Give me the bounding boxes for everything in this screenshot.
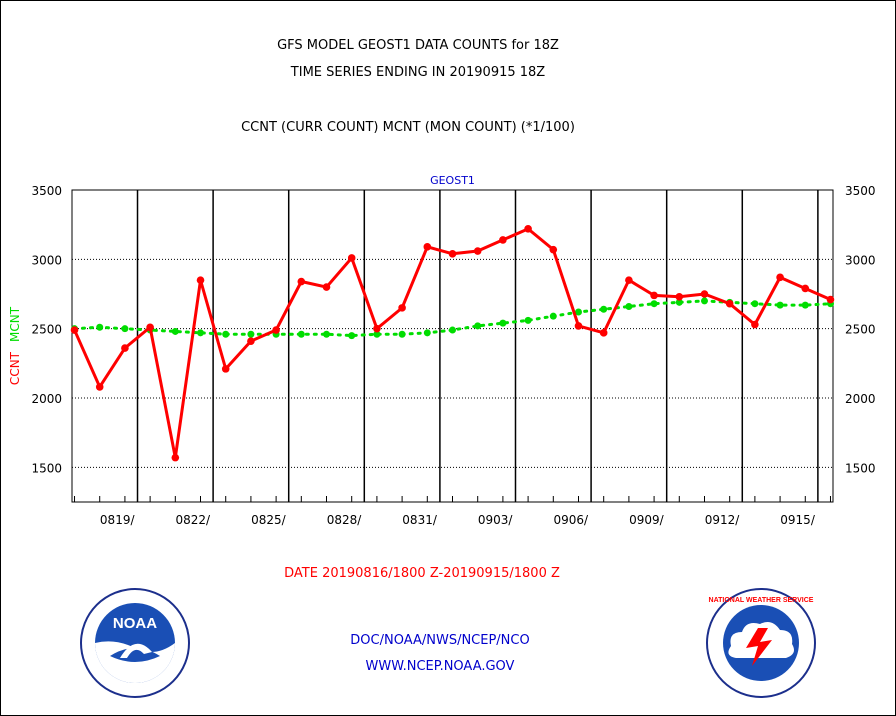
ccnt-point [297,277,306,286]
ccnt-point [700,290,709,298]
y-tick-label-left: 1500 [31,461,62,475]
ccnt-point [272,326,280,334]
mcnt-point [121,325,129,333]
ccnt-point [146,323,154,332]
ccnt-point [221,365,230,373]
ccnt-point [549,245,558,254]
mcnt-point [600,305,608,313]
ccnt-point [499,236,507,244]
y-tick-label-left: 3000 [31,253,62,267]
nws-logo-text: NATIONAL WEATHER SERVICE [709,597,814,604]
x-tick-label: 0825/ [251,513,287,527]
ccnt-point [599,329,608,337]
mcnt-point [499,319,507,327]
mcnt-point [96,323,104,331]
ccnt-point [121,344,129,352]
x-tick-label: 0819/ [100,513,136,527]
ccnt-point [574,322,583,330]
mcnt-point [222,330,230,338]
mcnt-point [297,330,305,338]
ccnt-point [347,254,356,262]
ccnt-point [675,292,684,301]
ccnt-point [725,299,734,308]
noaa-logo-icon: NOAA [80,588,190,698]
mcnt-point [776,301,784,309]
y-tick-label-right: 1500 [845,461,876,475]
x-tick-label: 0831/ [402,513,438,527]
y-axis-label-mcnt: MCNT [8,306,22,342]
ccnt-point [373,324,381,333]
x-tick-label: 0828/ [327,513,363,527]
x-tick-label: 0903/ [478,513,514,527]
x-tick-label: 0822/ [176,513,212,527]
label-layer: 1500 1500 2000 2000 2500 2500 3000 3000 3500 3500… [8,174,876,527]
chart-subtitle: CCNT (CURR COUNT) MCNT (MON COUNT) (*1/1… [241,120,575,135]
y-tick-label-right: 2000 [845,392,876,406]
y-axis-label-ccnt: CCNT [8,351,22,385]
ccnt-point [322,283,331,291]
nws-logo-icon: NATIONAL WEATHER SERVICE [706,588,816,698]
mcnt-point [398,330,406,338]
mcnt-point [323,330,331,338]
mcnt-point [524,316,532,324]
y-tick-label-left: 3500 [31,184,62,198]
plot-frame [71,189,834,503]
mcnt-point [247,330,255,338]
chart-title-line1: GFS MODEL GEOST1 DATA COUNTS for 18Z [277,38,559,53]
mcnt-point [650,300,658,308]
ccnt-point [196,276,205,284]
x-tick-label: 0906/ [553,513,589,527]
y-tick-label-left: 2000 [31,392,62,406]
mcnt-point [348,332,356,340]
noaa-logo-text: NOAA [113,615,157,632]
series-line-ccnt [73,227,832,458]
x-tick-label: 0915/ [780,513,816,527]
ccnt-point [524,225,532,233]
ccnt-point [423,243,432,251]
mcnt-point [574,308,582,316]
mcnt-point [751,300,759,308]
ccnt-point [70,326,79,334]
ccnt-point [751,320,759,329]
x-tick-label: 0912/ [705,513,741,527]
y-axis-label: CCNT MCNT [8,306,22,385]
ccnt-point [776,273,784,282]
series-layer [70,225,835,462]
chart-title-line2: TIME SERIES ENDING IN 20190915 18Z [290,65,546,80]
x-tick-label: 0909/ [629,513,665,527]
mcnt-point [197,329,205,337]
date-range: DATE 20190816/1800 Z-20190915/1800 Z [284,566,560,581]
ccnt-point [826,295,835,304]
ccnt-point [625,276,633,284]
y-tick-label-left: 2500 [31,323,62,337]
mcnt-point [171,327,179,335]
ccnt-point [247,337,255,345]
mcnt-point [801,301,809,309]
mcnt-point [423,329,431,337]
ccnt-point [650,291,658,300]
ccnt-point [95,383,104,391]
mcnt-point [549,312,557,320]
mcnt-point [625,302,633,310]
mcnt-point [474,322,482,330]
ccnt-point [473,247,482,255]
mcnt-point [373,330,381,338]
credit-line1: DOC/NOAA/NWS/NCEP/NCO [350,633,530,648]
ccnt-point [171,453,180,462]
mcnt-point [675,298,683,306]
y-tick-label-right: 2500 [845,323,876,337]
y-tick-label-right: 3500 [845,184,876,198]
y-tick-label-right: 3000 [845,253,876,267]
mcnt-point [449,326,456,334]
plot-title: GEOST1 [430,174,475,187]
ccnt-point [398,304,406,312]
ccnt-point [448,249,457,258]
credit-line2[interactable]: WWW.NCEP.NOAA.GOV [365,659,515,674]
mcnt-point [700,297,708,305]
grid-layer [71,189,834,503]
ccnt-point [801,284,810,293]
